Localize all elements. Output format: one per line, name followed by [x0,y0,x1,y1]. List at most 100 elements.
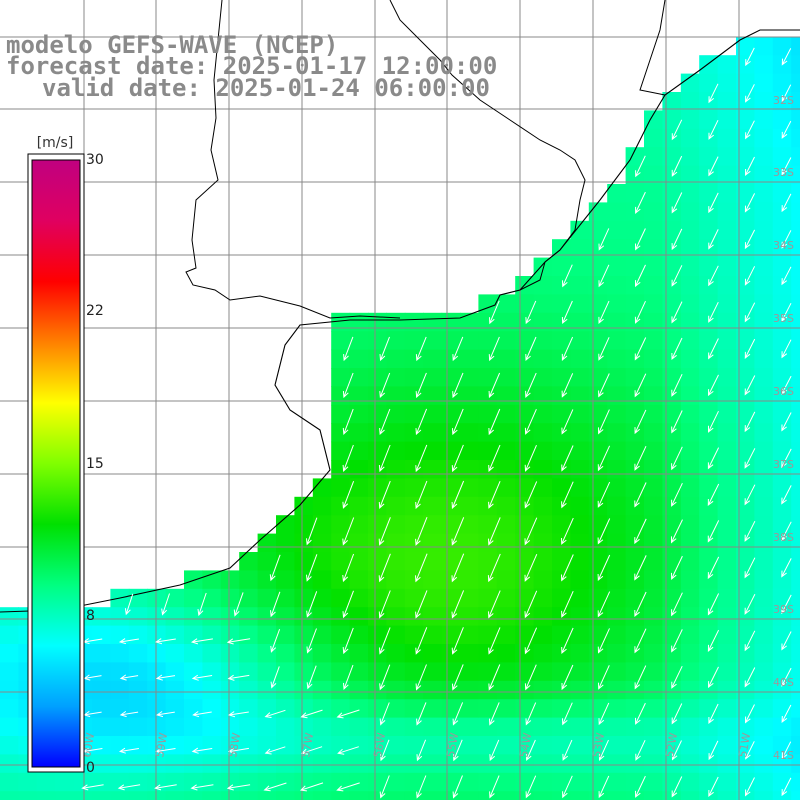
field-cell [662,257,682,277]
field-cell [92,644,111,663]
field-cell [791,625,800,645]
field-cell [736,73,755,93]
wind-vector-arrow [342,444,354,472]
colorbar-unit: [m/s] [36,135,74,151]
field-cell [644,625,663,645]
wind-vector-arrow [671,228,683,251]
field-cell [644,496,663,516]
field-cell [533,404,553,424]
wind-vector-arrow [635,155,646,178]
field-cell [570,460,590,479]
wind-vector-arrow [708,410,719,433]
field-cell [791,239,800,259]
latitude-label: 37S [773,458,794,471]
field-cell [772,349,792,369]
field-cell [349,349,369,369]
field-cell [736,680,755,700]
longitude-label: 54W [517,732,534,759]
field-cell [423,331,443,351]
field-cell [460,625,479,645]
field-cell [754,202,774,222]
field-cell [349,680,369,700]
field-cell [441,662,461,682]
wind-vector-arrow [671,740,682,761]
field-cell [92,791,111,800]
field-cell [496,680,516,700]
field-cell [331,496,351,516]
field-cell [717,515,737,535]
field-cell [552,791,571,800]
field-cell [717,754,737,774]
field-cell [368,404,387,424]
field-cell [294,533,314,553]
field-cell [110,754,130,774]
field-cell [404,644,424,663]
field-cell [276,515,295,535]
field-cell [772,36,792,56]
field-cell [680,294,700,314]
field-cell [791,496,800,516]
field-cell [791,699,800,719]
field-cell [331,349,351,369]
field-cell [496,736,516,755]
wind-vector-arrow [306,628,317,654]
field-cell [404,699,424,719]
field-cell [128,772,148,792]
field-cell [552,736,571,755]
field-cell [699,404,719,424]
field-cell [92,699,111,719]
field-cell [368,717,387,737]
wind-vector-arrow [562,264,573,288]
field-cell [736,147,755,167]
field-cell [791,441,800,461]
field-cell [791,791,800,800]
wind-vector-arrow [524,554,538,582]
wind-vector-arrow [671,301,683,324]
field-cell [460,331,479,351]
field-cell [772,791,792,800]
field-cell [570,552,590,571]
field-cell [220,607,240,627]
field-cell [404,368,424,387]
field-cell [570,680,590,700]
field-cell [754,331,774,351]
field-cell [441,607,461,627]
field-cell [423,441,443,461]
field-cell [331,331,351,351]
field-cell [128,699,148,719]
field-cell [386,331,406,351]
field-cell [607,754,627,774]
field-cell [460,496,479,516]
field-cell [478,496,498,516]
wind-vector-arrow [561,445,574,472]
wind-vector-arrow [634,373,647,398]
field-cell [699,184,719,203]
field-cell [331,699,351,719]
field-cell [202,607,222,627]
field-cell [570,644,590,663]
field-cell [423,515,443,535]
field-cell [680,92,700,111]
field-cell [662,184,682,203]
field-cell [423,570,443,590]
field-cell [460,312,479,332]
field-cell [276,699,295,719]
field-cell [110,791,130,800]
field-cell [460,699,479,719]
field-cell [184,680,203,700]
field-cell [441,496,461,516]
field-cell [276,717,295,737]
field-cell [349,625,369,645]
wind-vector-arrow [343,664,354,690]
field-cell [349,588,369,608]
field-cell [607,441,627,461]
field-cell [754,92,774,111]
field-cell [423,644,443,663]
field-cell [680,349,700,369]
wind-vector-arrow [525,702,537,726]
wind-vector-arrow [671,410,683,434]
field-cell [717,312,737,332]
field-cell [588,404,608,424]
field-cell [368,349,387,369]
